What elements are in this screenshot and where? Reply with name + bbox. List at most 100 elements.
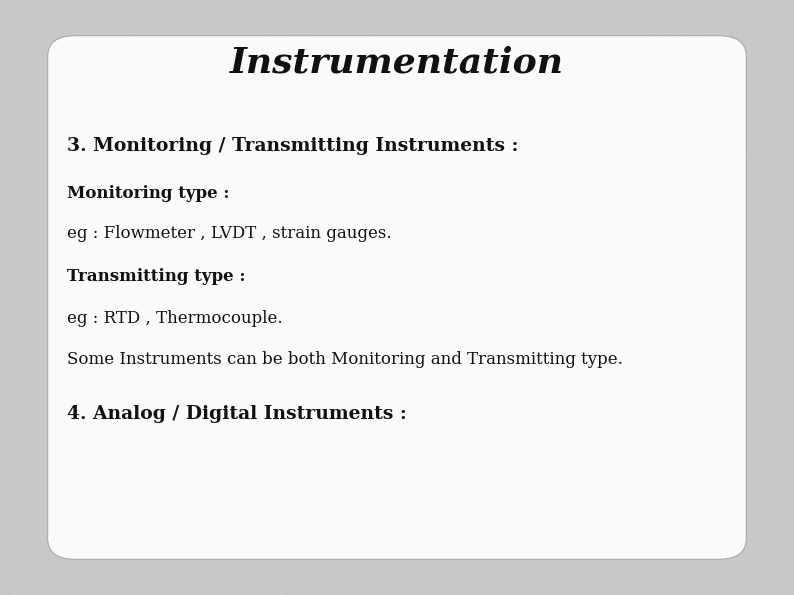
Point [186,280,198,290]
Point [459,74,472,84]
Point [426,211,438,221]
Point [325,208,337,217]
Point [322,475,334,484]
Point [170,15,183,25]
Point [699,533,711,542]
Point [553,18,566,27]
Point [76,483,89,493]
Point [121,319,133,328]
Point [102,558,114,567]
Point [564,103,576,112]
Point [241,460,253,469]
Point [659,356,672,365]
Point [127,552,140,561]
Point [487,538,499,548]
Point [47,0,60,5]
Point [380,352,392,362]
Point [56,491,68,501]
Point [161,108,174,117]
Point [349,421,362,430]
Point [22,149,35,158]
Point [26,403,39,412]
Point [225,92,238,102]
Point [242,409,255,418]
Point [700,381,713,390]
Point [238,465,251,474]
Point [517,580,530,590]
Point [0,374,13,384]
Point [758,449,771,458]
Point [83,89,95,99]
Point [433,62,445,72]
Point [351,282,364,292]
Point [100,196,113,205]
Point [525,413,538,422]
Point [515,148,527,158]
Point [630,339,643,349]
Point [60,155,73,165]
Point [251,444,264,454]
Point [632,27,645,37]
Point [134,472,147,481]
Point [181,433,194,443]
Point [296,346,309,356]
Point [610,156,622,165]
Point [632,550,645,560]
Point [264,364,276,373]
Point [40,478,52,488]
Point [260,472,272,481]
Point [191,178,203,187]
Point [627,519,640,529]
Point [216,436,229,446]
Point [295,547,308,556]
Point [94,338,106,347]
Point [490,346,503,356]
Point [339,170,352,179]
Point [59,505,71,515]
Point [788,472,794,481]
Point [372,66,384,76]
Point [629,447,642,456]
Point [83,500,96,510]
Point [510,169,522,178]
Point [333,280,346,289]
Point [273,299,286,308]
Point [511,195,524,205]
Point [151,371,164,380]
Point [45,60,58,69]
Point [704,235,717,245]
Point [39,231,52,240]
Point [18,346,31,355]
Point [371,449,384,458]
Point [533,440,545,450]
Point [175,99,188,108]
Point [98,113,111,123]
Point [321,182,333,192]
Point [64,5,76,14]
Point [157,340,170,349]
Point [516,198,529,207]
Point [156,142,168,152]
Point [327,95,340,105]
Point [110,237,122,246]
Point [2,505,15,515]
Point [54,32,67,42]
Point [272,536,284,545]
Point [651,173,664,183]
Point [340,409,353,419]
Point [261,37,274,47]
Point [728,464,741,474]
Point [725,223,738,233]
Point [138,342,151,352]
Point [487,411,499,421]
Point [98,1,111,11]
Point [9,104,21,113]
Point [363,187,376,196]
Point [118,31,131,40]
Point [675,414,688,423]
Point [106,77,118,87]
Point [251,492,264,502]
Point [326,93,338,102]
Point [194,221,206,230]
Point [576,70,589,79]
